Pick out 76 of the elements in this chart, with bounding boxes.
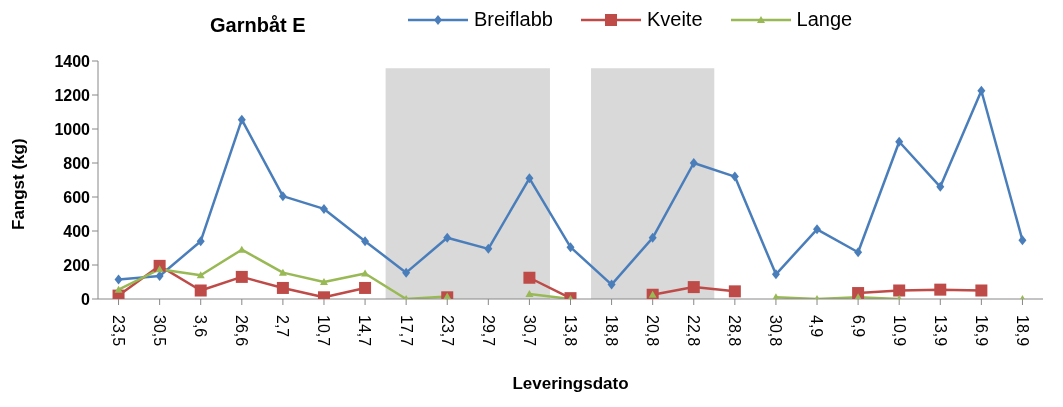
point: [975, 284, 988, 297]
point: [566, 242, 575, 253]
x-tick-label: 23,5: [109, 315, 127, 347]
point: [893, 284, 906, 297]
y-tick-label: 1000: [54, 120, 91, 138]
point: [196, 236, 205, 247]
x-tick-label: 2,7: [274, 315, 292, 338]
point: [813, 224, 822, 235]
x-tick-label: 29,7: [479, 315, 497, 347]
point: [359, 281, 372, 294]
point: [114, 285, 123, 293]
point: [443, 232, 452, 243]
point: [278, 191, 287, 202]
point: [730, 171, 739, 182]
point: [728, 285, 741, 298]
chart-title: Garnbåt E: [210, 14, 306, 37]
y-tick-label: 600: [63, 188, 91, 206]
legend-label: Kveite: [646, 8, 703, 31]
y-tick-label: 800: [63, 154, 91, 172]
x-tick-label: 17,7: [397, 315, 415, 347]
x-tick-label: 26,6: [233, 315, 251, 347]
point: [114, 274, 123, 285]
point: [648, 232, 657, 243]
point: [319, 203, 328, 214]
x-tick-label: 20,8: [644, 315, 662, 347]
point: [936, 181, 945, 192]
x-tick-label: 13,9: [931, 315, 949, 347]
point: [607, 279, 616, 290]
y-tick-label: 400: [63, 222, 91, 240]
x-tick-label: 4,9: [808, 315, 826, 338]
y-tick-label: 1400: [54, 52, 91, 70]
x-tick-label: 18,8: [602, 315, 620, 347]
point: [278, 268, 287, 276]
x-tick-label: 10,7: [315, 315, 333, 347]
y-tick-label: 1200: [54, 86, 91, 104]
point: [934, 283, 947, 296]
x-tick-label: 30,8: [767, 315, 785, 347]
y-tick-label: 200: [63, 256, 91, 274]
x-axis-title: Leveringsdato: [512, 374, 629, 393]
point: [687, 281, 700, 294]
point: [854, 247, 863, 258]
point: [771, 269, 780, 280]
legend-label: Lange: [796, 8, 853, 31]
point: [196, 271, 205, 279]
point: [525, 289, 534, 297]
point: [525, 173, 534, 184]
x-tick-label: 6,9: [849, 315, 867, 338]
x-tick-label: 22,8: [685, 315, 703, 347]
point: [155, 265, 164, 273]
legend-label: Breiflabb: [474, 8, 553, 31]
x-tick-label: 13,8: [561, 315, 579, 347]
point: [237, 114, 246, 125]
x-tick-label: 28,8: [726, 315, 744, 347]
x-tick-label: 30,7: [520, 315, 538, 347]
x-tick-label: 30,5: [151, 315, 169, 347]
x-tick-label: 16,9: [972, 315, 990, 347]
x-tick-label: 14,7: [356, 315, 374, 347]
y-axis-title: Fangst (kg): [9, 138, 29, 230]
x-tick-label: 3,6: [192, 315, 210, 338]
point: [1018, 235, 1027, 246]
x-tick-label: 10,9: [890, 315, 908, 347]
point: [194, 284, 207, 297]
point: [276, 281, 289, 294]
point: [895, 136, 904, 147]
point: [319, 278, 328, 285]
x-tick-label: 18,9: [1013, 315, 1031, 347]
y-tick-label: 0: [81, 290, 91, 308]
x-tick-label: 23,7: [438, 315, 456, 347]
point: [689, 158, 698, 168]
point: [155, 271, 164, 282]
point: [977, 85, 986, 96]
point: [523, 271, 536, 284]
point: [235, 270, 248, 283]
point: [361, 236, 370, 247]
point: [484, 243, 493, 254]
point: [402, 267, 411, 278]
